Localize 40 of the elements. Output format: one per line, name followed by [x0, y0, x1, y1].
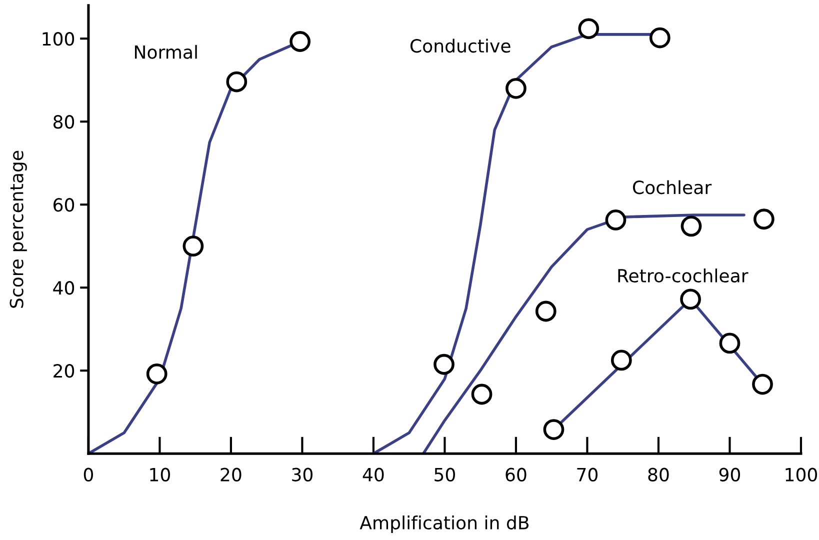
text: Normal	[134, 44, 197, 59]
point	[680, 216, 702, 237]
point	[753, 208, 774, 230]
y-axis-title: Score percentage	[10, 150, 27, 308]
x-tick-label: 90	[719, 468, 740, 482]
point	[146, 363, 168, 384]
x-tick-label: 20	[220, 468, 242, 482]
series-label: Retro-cochlear	[618, 268, 748, 283]
series-label: Conductive	[410, 38, 510, 53]
y-tick-label: 100	[42, 32, 74, 46]
series-label: Cochlear	[632, 180, 712, 194]
x-tick-label: 40	[362, 468, 384, 482]
x-tick-label: 80	[648, 468, 669, 482]
x-tick-label: 100	[786, 468, 818, 482]
point	[471, 384, 492, 405]
point	[434, 354, 454, 375]
point	[610, 350, 632, 371]
point	[578, 18, 600, 40]
point	[719, 332, 740, 354]
x-tick-label: 50	[434, 468, 456, 482]
y-tick-label: 20	[54, 364, 74, 378]
point	[649, 27, 670, 48]
x-tick-label: 0	[84, 468, 93, 482]
point	[752, 374, 773, 395]
point	[605, 210, 626, 230]
point	[680, 288, 701, 310]
y-tick-label: 80	[54, 115, 74, 129]
point	[182, 236, 204, 257]
point	[290, 31, 311, 52]
y-tick-label: 40	[53, 281, 74, 295]
x-tick-label: 70	[577, 468, 598, 482]
point	[535, 300, 556, 322]
point	[226, 71, 248, 92]
x-tick-label: 30	[292, 468, 312, 482]
x-tick-label: 60	[506, 468, 526, 482]
x-tick-label: 10	[150, 468, 170, 482]
point	[506, 78, 526, 99]
point	[543, 419, 564, 440]
x-axis-title: Amplification in dB	[360, 516, 529, 533]
y-tick-label: 60	[54, 198, 74, 212]
